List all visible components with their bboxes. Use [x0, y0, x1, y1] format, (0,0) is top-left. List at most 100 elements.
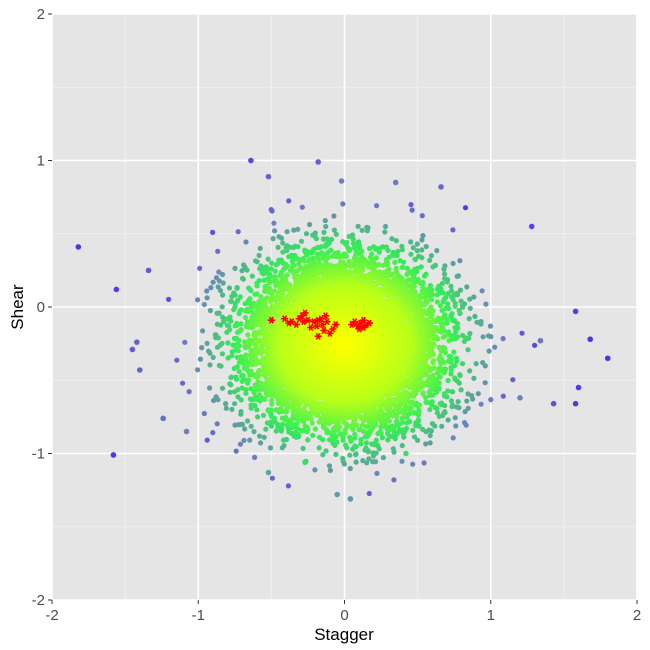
cloud-point	[232, 401, 238, 407]
cloud-point	[355, 223, 361, 229]
cloud-point	[204, 437, 210, 443]
cloud-point	[207, 350, 213, 356]
cloud-point	[219, 304, 225, 310]
cloud-point	[448, 313, 454, 319]
cloud-point	[204, 288, 210, 294]
cloud-point	[255, 414, 261, 420]
cloud-point	[272, 228, 278, 234]
cloud-point	[467, 296, 473, 302]
cloud-point	[352, 435, 358, 441]
cloud-point	[331, 213, 337, 219]
cloud-point	[233, 448, 239, 454]
cloud-point	[376, 249, 382, 255]
cloud-point	[218, 322, 224, 328]
cloud-point	[446, 338, 452, 344]
cloud-point	[457, 372, 463, 378]
cloud-point	[436, 344, 442, 350]
cloud-point	[285, 483, 291, 489]
cloud-point	[223, 401, 229, 407]
cloud-point	[412, 257, 418, 263]
cloud-point	[510, 377, 516, 383]
cloud-point	[430, 372, 436, 378]
cloud-point	[241, 437, 247, 443]
cloud-point	[219, 351, 225, 357]
cloud-point	[326, 463, 333, 469]
cloud-point	[268, 266, 274, 272]
cloud-point	[453, 423, 459, 429]
cloud-point	[214, 421, 220, 427]
cloud-point	[295, 244, 301, 250]
cloud-point	[254, 259, 260, 265]
cloud-point	[492, 344, 498, 350]
cloud-point	[320, 452, 326, 458]
cloud-point	[268, 411, 274, 417]
cloud-point	[346, 248, 352, 254]
cloud-point	[240, 276, 246, 282]
cloud-point	[229, 353, 235, 359]
cloud-point	[333, 434, 339, 440]
cloud-point	[399, 458, 405, 464]
cloud-point	[275, 244, 281, 250]
cloud-point	[244, 418, 251, 424]
cloud-point	[452, 303, 458, 309]
cloud-point	[458, 387, 464, 393]
cloud-point	[295, 226, 301, 232]
cloud-point	[353, 451, 359, 457]
cloud-point	[320, 236, 326, 242]
cloud-point	[434, 292, 440, 298]
cloud-point	[261, 396, 267, 402]
cloud-point	[408, 239, 414, 245]
cloud-point	[389, 236, 395, 242]
cloud-point	[321, 251, 327, 257]
cloud-point	[453, 329, 459, 335]
cloud-point	[411, 434, 418, 440]
cloud-point	[363, 440, 370, 446]
cloud-point	[199, 345, 205, 351]
cloud-point	[436, 356, 442, 362]
cloud-point	[478, 401, 484, 407]
cloud-point	[166, 296, 172, 302]
cloud-point	[427, 282, 433, 289]
cloud-point	[394, 418, 400, 424]
cloud-point	[225, 340, 231, 346]
cloud-point	[302, 258, 308, 264]
cloud-point	[252, 454, 258, 460]
cloud-point	[216, 269, 222, 275]
cloud-point	[421, 460, 427, 466]
cloud-point	[278, 425, 285, 431]
cloud-point	[446, 358, 452, 364]
cloud-point	[239, 421, 245, 427]
cloud-point	[323, 243, 329, 249]
cloud-point	[448, 371, 454, 377]
cloud-point	[519, 330, 525, 336]
cloud-point	[434, 286, 441, 292]
cloud-point	[268, 407, 274, 413]
cloud-point	[207, 385, 213, 391]
cloud-point	[300, 445, 306, 451]
cloud-point	[299, 204, 305, 210]
cloud-point	[323, 223, 329, 230]
cloud-point	[283, 414, 289, 421]
cloud-point	[374, 470, 380, 476]
cloud-point	[415, 417, 421, 423]
cloud-point	[207, 307, 213, 314]
cloud-point	[485, 333, 492, 339]
cloud-point	[323, 448, 329, 454]
cloud-point	[434, 410, 440, 416]
cloud-point	[312, 426, 318, 432]
cloud-point	[223, 405, 229, 411]
cloud-point	[215, 335, 221, 341]
cloud-point	[385, 430, 391, 436]
cloud-point	[453, 355, 460, 361]
cloud-point	[333, 451, 339, 457]
cloud-point	[201, 410, 207, 417]
cloud-point	[243, 387, 249, 393]
cloud-point	[207, 362, 213, 368]
cloud-point	[226, 323, 232, 329]
cloud-point	[334, 439, 340, 445]
cloud-point	[364, 460, 370, 466]
cloud-point	[450, 402, 456, 408]
cloud-point	[219, 340, 225, 346]
cloud-point	[441, 391, 447, 397]
cloud-point	[404, 265, 410, 271]
